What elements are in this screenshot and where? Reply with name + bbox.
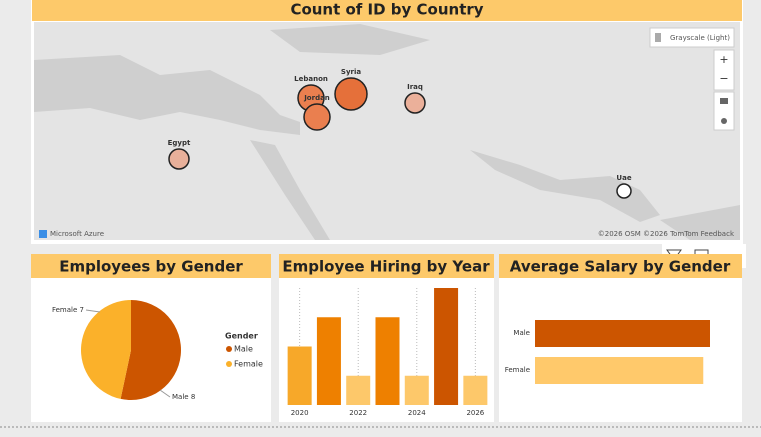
view-buttons[interactable] — [713, 91, 735, 131]
bar — [535, 320, 710, 347]
legend-title: Gender — [225, 332, 258, 341]
legend-marker — [226, 361, 232, 367]
y-tick-label: Male — [513, 329, 530, 337]
bubble-label: Lebanon — [294, 75, 328, 83]
bubble-label: Jordan — [303, 94, 330, 102]
attribution: ©2026 OSM ©2026 TomTom Feedback — [598, 230, 735, 238]
map-title: Count of ID by Country — [290, 1, 483, 19]
bubble — [303, 103, 331, 131]
style-icon — [655, 33, 661, 42]
map — [34, 22, 740, 240]
title-bar — [32, 0, 742, 21]
sea — [34, 55, 300, 135]
bar — [316, 317, 341, 405]
bubble — [168, 148, 190, 170]
slice-value: 7 — [80, 306, 84, 314]
bubble-label: Uae — [616, 174, 631, 182]
bubble — [616, 183, 632, 199]
sea — [660, 205, 740, 240]
legend-label: Male — [234, 345, 253, 354]
compass-icon — [721, 118, 727, 124]
sea — [270, 24, 430, 55]
slice-label: Female 7 — [52, 306, 84, 314]
bubble — [334, 77, 368, 111]
legend-label: Female — [234, 360, 263, 369]
style-button[interactable] — [649, 27, 735, 48]
bubble-label: Syria — [341, 68, 361, 76]
x-tick-label: 2026 — [466, 409, 484, 417]
bar — [434, 288, 459, 405]
sea — [470, 150, 660, 222]
tilt-icon — [720, 98, 728, 104]
pie-slice — [81, 300, 131, 399]
brand-logo — [39, 230, 47, 238]
bar — [535, 357, 704, 384]
y-tick-label: Female — [505, 366, 530, 374]
bubble — [404, 92, 426, 114]
bar — [287, 346, 312, 405]
bar — [404, 375, 429, 405]
style-label: Grayscale (Light) — [670, 34, 730, 42]
bar — [346, 375, 371, 405]
pie-slice — [120, 300, 181, 400]
zoom-out-icon: − — [719, 72, 728, 85]
title-bar — [31, 254, 271, 278]
slice-category: Female — [52, 306, 77, 314]
legend-marker — [226, 346, 232, 352]
pie-title: Employees by Gender — [59, 258, 243, 276]
hbar-title: Average Salary by Gender — [510, 258, 731, 276]
bar — [375, 317, 400, 405]
zoom-buttons[interactable] — [713, 49, 735, 91]
bar — [463, 375, 488, 405]
bar-title: Employee Hiring by Year — [282, 258, 490, 276]
x-tick-label: 2024 — [408, 409, 426, 417]
x-tick-label: 2020 — [291, 409, 309, 417]
title-bar — [279, 254, 494, 278]
bubble-label: Egypt — [168, 139, 191, 147]
slice-value: 8 — [191, 393, 195, 401]
leader-line — [85, 309, 101, 313]
leader-line — [159, 389, 171, 398]
brand: Microsoft Azure — [50, 230, 104, 238]
slice-label: Male 8 — [172, 393, 195, 401]
zoom-in-icon: + — [719, 53, 728, 66]
title-bar — [499, 254, 742, 278]
sea — [250, 140, 330, 240]
x-tick-label: 2022 — [349, 409, 367, 417]
slice-category: Male — [172, 393, 189, 401]
bubble-label: Iraq — [407, 83, 423, 91]
